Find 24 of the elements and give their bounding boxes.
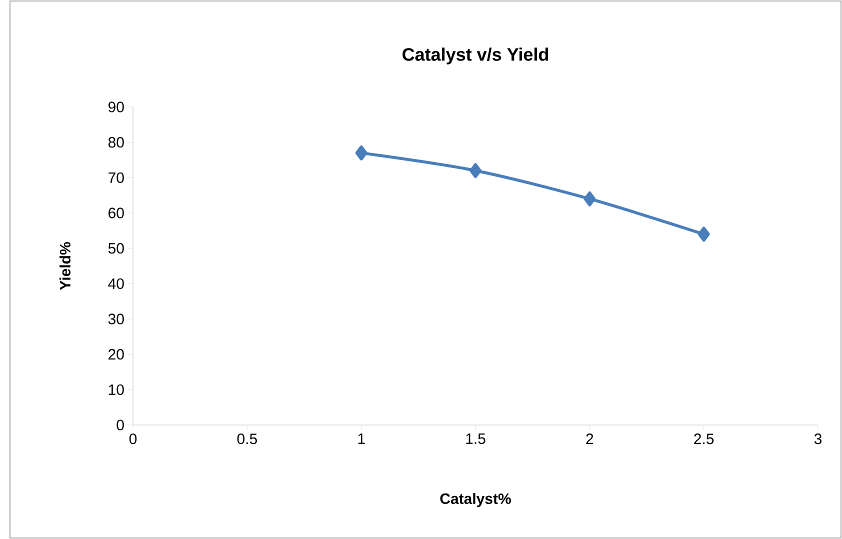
x-tick-label: 1.5 bbox=[466, 434, 486, 444]
y-tick-label: 80 bbox=[108, 137, 124, 148]
x-tick-label: 2 bbox=[586, 434, 594, 444]
point bbox=[698, 226, 710, 242]
y-tick-label: 30 bbox=[108, 314, 124, 324]
x-tick-label: 1 bbox=[358, 434, 365, 444]
y-tick-label: 20 bbox=[108, 349, 124, 360]
y-tick-label: 90 bbox=[108, 102, 124, 112]
x-tick-label: 2.5 bbox=[694, 434, 714, 444]
y-tick-label: 10 bbox=[108, 384, 124, 395]
point bbox=[470, 163, 482, 178]
y-tick-label: 60 bbox=[108, 208, 124, 218]
chart-title: Catalyst v/s Yield bbox=[402, 48, 548, 64]
x-axis-title: Catalyst% bbox=[440, 493, 511, 507]
x-tick-label: 3 bbox=[814, 434, 822, 444]
y-axis-title: Yield% bbox=[59, 242, 71, 290]
y-tick-label: 50 bbox=[108, 243, 124, 254]
point bbox=[584, 191, 596, 206]
x-tick-label: 0.5 bbox=[237, 434, 257, 444]
y-tick-label: 0 bbox=[116, 420, 124, 430]
point bbox=[355, 145, 368, 160]
y-tick-label: 70 bbox=[108, 172, 124, 183]
y-tick-label: 40 bbox=[108, 278, 124, 289]
x-tick-label: 0 bbox=[129, 434, 137, 444]
